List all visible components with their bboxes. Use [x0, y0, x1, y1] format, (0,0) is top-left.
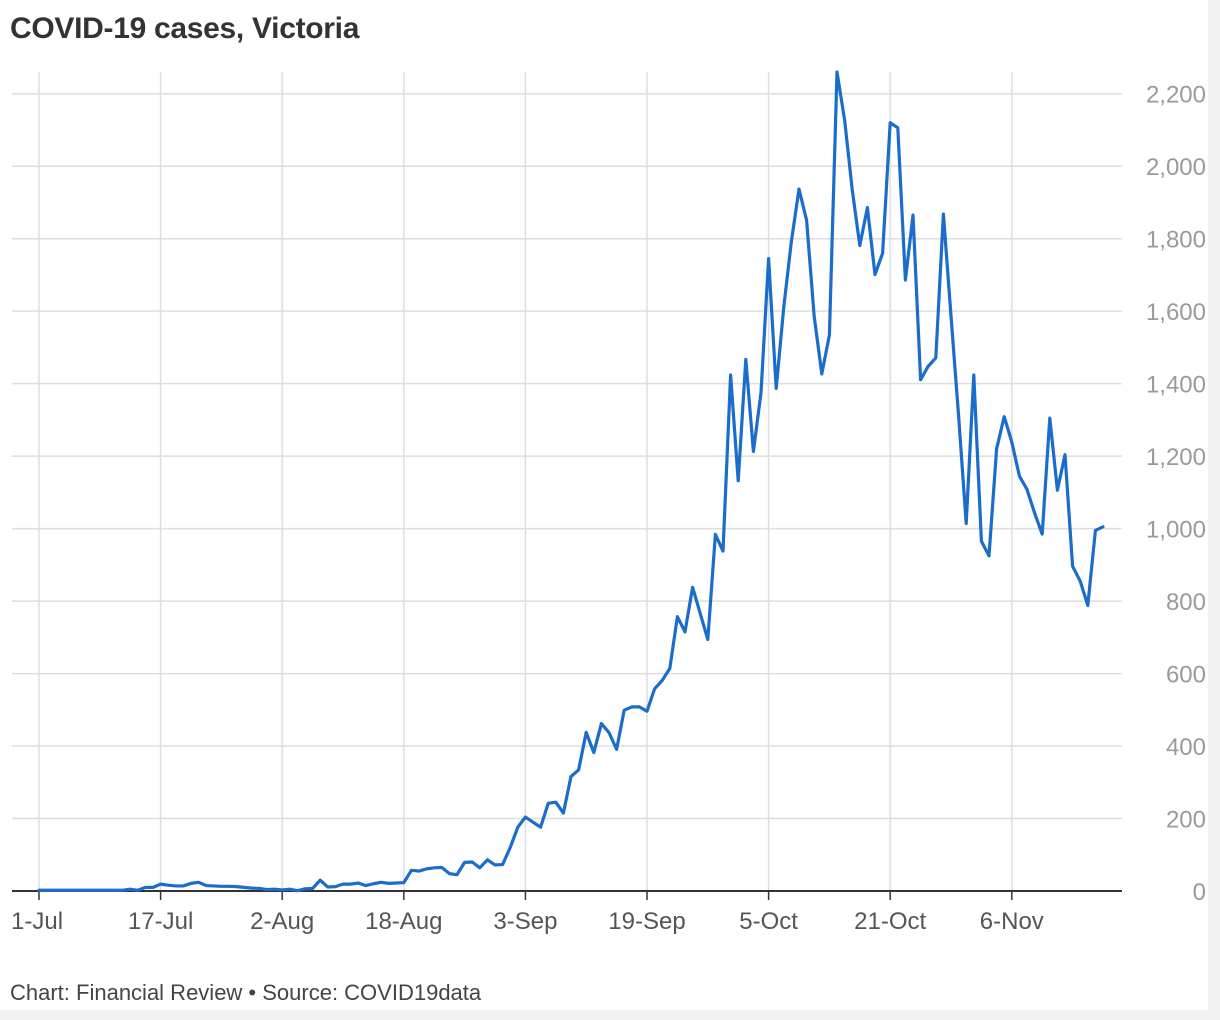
x-tick-label: 3-Sep	[493, 908, 557, 935]
y-tick-label: 1,200	[1146, 444, 1206, 471]
x-tick-label: 1-Jul	[11, 908, 63, 935]
y-tick-label: 800	[1166, 589, 1206, 616]
x-tick-label: 18-Aug	[365, 908, 442, 935]
x-tick-label: 5-Oct	[739, 908, 798, 935]
x-tick-label: 21-Oct	[854, 908, 926, 935]
y-tick-label: 1,600	[1146, 299, 1206, 326]
chart-title: COVID-19 cases, Victoria	[10, 12, 360, 45]
y-tick-label: 2,000	[1146, 154, 1206, 181]
x-tick-label: 19-Sep	[608, 908, 685, 935]
x-axis-ticks: 1-Jul 17-Jul 2-Aug 18-Aug 3-Sep 19-Sep 5-Oct 21…	[11, 891, 1044, 935]
y-tick-label: 0	[1193, 879, 1206, 906]
x-tick-label: 6-Nov	[980, 908, 1044, 935]
y-tick-label: 400	[1166, 734, 1206, 761]
y-tick-label: 600	[1166, 662, 1206, 689]
y-tick-label: 1,400	[1146, 372, 1206, 399]
y-tick-label: 1,800	[1146, 227, 1206, 254]
chart-footer: Chart: Financial Review • Source: COVID1…	[10, 980, 482, 1005]
grid-lines	[12, 72, 1122, 891]
y-tick-label: 1,000	[1146, 517, 1206, 544]
x-tick-label: 2-Aug	[250, 908, 314, 935]
series-line-victoria-cases	[37, 70, 1105, 893]
y-tick-label: 2,200	[1146, 82, 1206, 109]
y-axis-ticks: 0 200 400 600 800 1,000 1,200 1,400 1,600 1,800 2,…	[1146, 82, 1206, 906]
y-tick-label: 200	[1166, 807, 1206, 834]
x-tick-label: 17-Jul	[128, 908, 193, 935]
series-layer	[37, 70, 1105, 893]
